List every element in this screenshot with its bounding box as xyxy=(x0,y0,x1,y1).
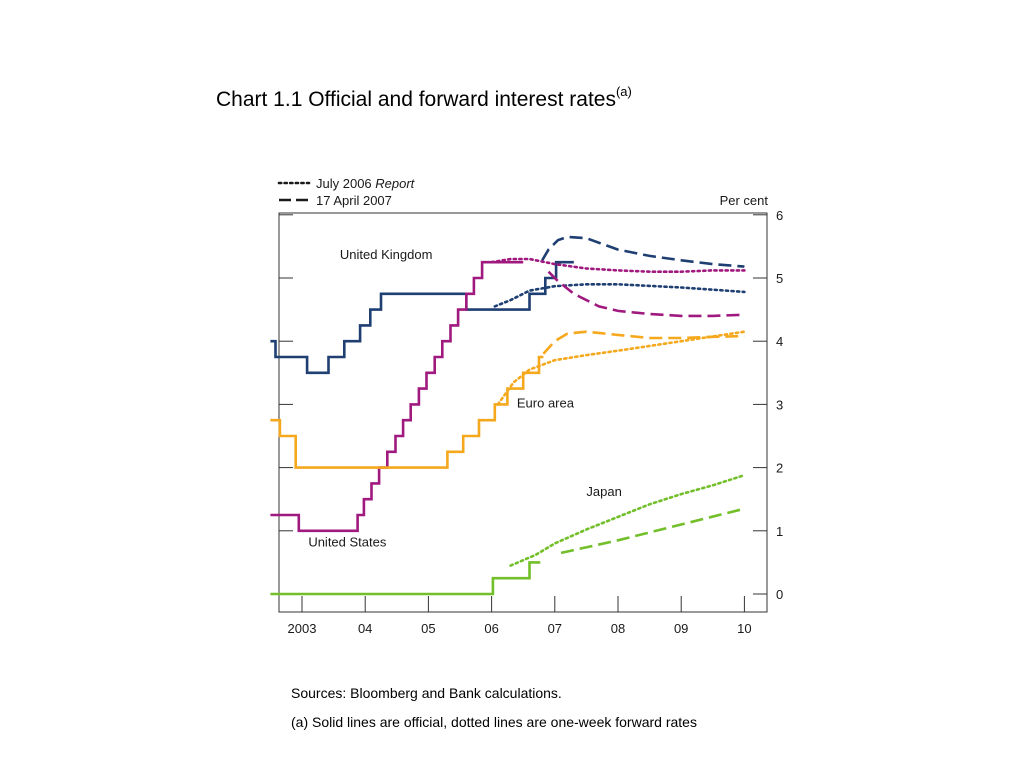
y-tick-label: 2 xyxy=(776,461,783,476)
y-tick-label: 0 xyxy=(776,587,783,602)
series-label: Japan xyxy=(586,484,621,499)
x-tick-label: 07 xyxy=(548,621,562,636)
x-tick-label: 04 xyxy=(358,621,372,636)
chart-title-footnote-mark: (a) xyxy=(615,84,632,99)
x-tick-label: 09 xyxy=(674,621,688,636)
series-line-united-states-official xyxy=(270,260,524,533)
series-annotations: United Kingdom United States Euro area Japa… xyxy=(308,247,622,550)
series-line-united-states-dotted xyxy=(490,257,746,273)
y-axis-label: Per cent xyxy=(720,193,769,208)
x-tick-label: 10 xyxy=(737,621,751,636)
series-label: United States xyxy=(308,535,387,550)
legend-label: July 2006 Report xyxy=(316,176,416,191)
series-line-euro-area-dotted xyxy=(496,330,746,406)
y-tick-label: 1 xyxy=(776,524,783,539)
y-tick-label: 6 xyxy=(776,208,783,223)
y-tick-label: 3 xyxy=(776,397,783,412)
series-label: United Kingdom xyxy=(340,247,433,262)
series-line-japan-official xyxy=(270,561,541,596)
series-line-united-states-dashed xyxy=(547,270,745,318)
chart-title: Chart 1.1 Official and forward interest … xyxy=(216,84,632,112)
series-lines xyxy=(270,235,746,596)
x-tick-label: 05 xyxy=(421,621,435,636)
legend: July 2006 Report 17 April 2007 xyxy=(277,176,416,208)
footnote: (a) Solid lines are official, dotted lin… xyxy=(291,714,697,730)
sources-note: Sources: Bloomberg and Bank calculations… xyxy=(291,685,562,701)
x-tick-label: 06 xyxy=(484,621,498,636)
series-line-united-kingdom-official xyxy=(270,260,574,375)
series-label: Euro area xyxy=(517,396,575,411)
series-line-japan-dashed xyxy=(560,507,745,555)
series-line-united-kingdom-dotted xyxy=(493,283,746,308)
plot-frame xyxy=(278,212,768,613)
series-line-euro-area-dashed xyxy=(542,330,745,355)
chart-title-text: Chart 1.1 Official and forward interest … xyxy=(216,88,616,111)
series-line-japan-dotted xyxy=(509,473,746,567)
legend-label: 17 April 2007 xyxy=(316,193,392,208)
x-axis: 2003 04 05 06 07 08 09 10 xyxy=(288,596,752,636)
x-tick-label: 08 xyxy=(611,621,625,636)
series-line-united-kingdom-dashed xyxy=(541,235,745,268)
y-tick-label: 5 xyxy=(776,271,783,286)
y-tick-label: 4 xyxy=(776,334,783,349)
x-tick-label: 2003 xyxy=(288,621,317,636)
